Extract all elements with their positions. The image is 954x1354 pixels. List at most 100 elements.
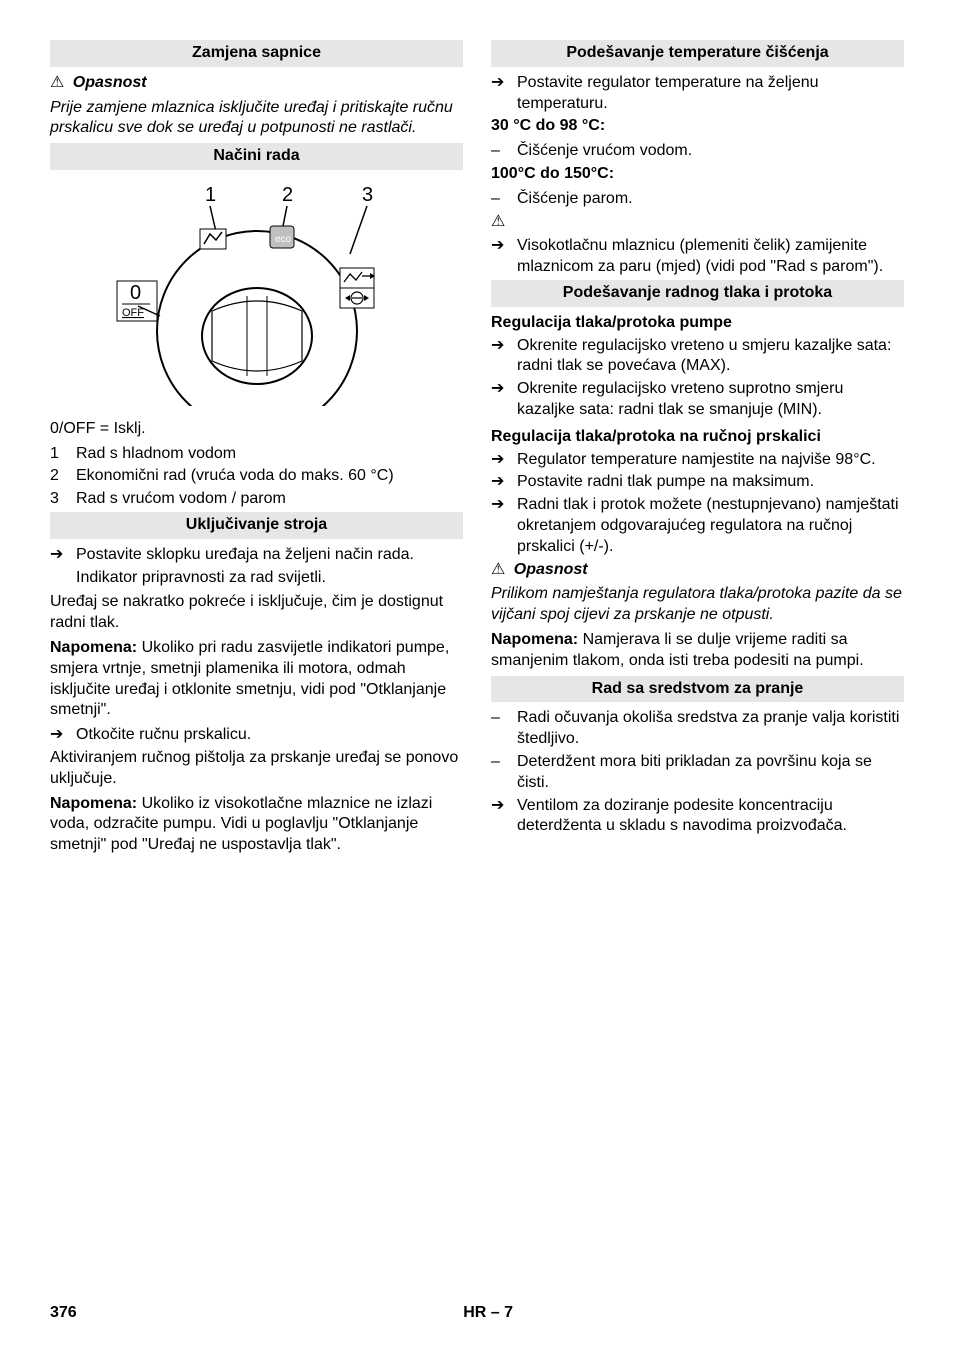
- dash-item: – Radi očuvanja okoliša sredstva za pran…: [491, 708, 904, 750]
- danger-label: Opasnost: [73, 74, 147, 91]
- dash-icon: –: [491, 752, 517, 794]
- arrow-subtext: Indikator pripravnosti za rad svijetli.: [50, 568, 463, 589]
- legend-num: 3: [50, 489, 76, 510]
- left-column: Zamjena sapnice ⚠ Opasnost Prije zamjene…: [50, 40, 463, 860]
- arrow-text: Regulator temperature namjestite na najv…: [517, 450, 904, 471]
- danger-line-2: ⚠ Opasnost: [491, 560, 904, 581]
- arrow-icon: ➔: [50, 725, 76, 746]
- arrow-text: Postavite sklopku uređaja na željeni nač…: [76, 545, 463, 566]
- arrow-list: ➔ Okrenite regulacijsko vreteno u smjeru…: [491, 336, 904, 421]
- dial-label-zero: 0: [130, 282, 141, 304]
- legend-item: 2 Ekonomični rad (vruća voda do maks. 60…: [50, 466, 463, 487]
- paragraph: Uređaj se nakratko pokreće i isključuje,…: [50, 592, 463, 634]
- danger-text-2: Prilikom namještanja regulatora tlaka/pr…: [491, 584, 904, 626]
- arrow-text: Postavite regulator temperature na želje…: [517, 73, 904, 115]
- arrow-text: Postavite radni tlak pumpe na maksimum.: [517, 472, 904, 493]
- dash-text: Čišćenje parom.: [517, 189, 904, 210]
- arrow-list: ➔ Visokotlačnu mlaznicu (plemeniti čelik…: [491, 236, 904, 278]
- arrow-item: ➔ Regulator temperature namjestite na na…: [491, 450, 904, 471]
- legend-list: 1 Rad s hladnom vodom 2 Ekonomični rad (…: [50, 444, 463, 510]
- dash-icon: –: [491, 189, 517, 210]
- arrow-icon: ➔: [491, 472, 517, 493]
- arrow-item: ➔ Otkočite ručnu prskalicu.: [50, 725, 463, 746]
- legend-num: 1: [50, 444, 76, 465]
- dash-item: – Čišćenje parom.: [491, 189, 904, 210]
- legend-num: 2: [50, 466, 76, 487]
- arrow-icon: ➔: [491, 336, 517, 378]
- temp-range-1: 30 °C do 98 °C:: [491, 116, 904, 137]
- arrow-icon: ➔: [491, 73, 517, 115]
- dash-text: Radi očuvanja okoliša sredstva za pranje…: [517, 708, 904, 750]
- arrow-icon: ➔: [491, 450, 517, 471]
- danger-label: Opasnost: [514, 561, 588, 578]
- dash-list: – Čišćenje parom.: [491, 189, 904, 210]
- arrow-list: ➔ Regulator temperature namjestite na na…: [491, 450, 904, 558]
- arrow-item: ➔ Radni tlak i protok možete (nestupnjev…: [491, 495, 904, 557]
- page-footer: 376 HR – 7 .: [50, 1303, 904, 1324]
- mode-dial-diagram: 0 OFF 1 2 eco 3: [50, 176, 463, 413]
- legend-text: Rad s vrućom vodom / parom: [76, 489, 463, 510]
- note-label: Napomena:: [50, 795, 137, 812]
- legend-off: 0/OFF = Isklj.: [50, 419, 463, 440]
- dash-text: Čišćenje vrućom vodom.: [517, 141, 904, 162]
- heading-zamjena-sapnice: Zamjena sapnice: [50, 40, 463, 67]
- legend-text: Ekonomični rad (vruća voda do maks. 60 °…: [76, 466, 463, 487]
- temp-range-2: 100°C do 150°C:: [491, 164, 904, 185]
- note-2: Napomena: Ukoliko iz visokotlačne mlazni…: [50, 794, 463, 856]
- arrow-text: Ventilom za doziranje podesite koncentra…: [517, 796, 904, 838]
- arrow-icon: ➔: [491, 379, 517, 421]
- dial-label-off: OFF: [122, 307, 144, 319]
- warning-icon: ⚠: [491, 212, 505, 233]
- legend-item: 3 Rad s vrućom vodom / parom: [50, 489, 463, 510]
- arrow-icon: ➔: [50, 545, 76, 566]
- arrow-list: ➔ Ventilom za doziranje podesite koncent…: [491, 796, 904, 838]
- heading-podesavanje-temp: Podešavanje temperature čišćenja: [491, 40, 904, 67]
- page-number: 376: [50, 1303, 77, 1324]
- arrow-icon: ➔: [491, 495, 517, 557]
- standalone-warning: ⚠: [491, 212, 904, 233]
- arrow-text: Radni tlak i protok možete (nestupnjevan…: [517, 495, 904, 557]
- dash-list: – Radi očuvanja okoliša sredstva za pran…: [491, 708, 904, 793]
- danger-text-1: Prije zamjene mlaznica isključite uređaj…: [50, 98, 463, 140]
- dial-label-1: 1: [205, 184, 216, 206]
- dash-icon: –: [491, 141, 517, 162]
- warning-icon: ⚠: [491, 560, 505, 581]
- subhead-regulacija-prskalici: Regulacija tlaka/protoka na ručnoj prska…: [491, 427, 904, 448]
- arrow-item: ➔ Okrenite regulacijsko vreteno u smjeru…: [491, 336, 904, 378]
- arrow-item: ➔ Postavite regulator temperature na žel…: [491, 73, 904, 115]
- arrow-item: ➔ Ventilom za doziranje podesite koncent…: [491, 796, 904, 838]
- warning-icon: ⚠: [50, 73, 64, 94]
- note-1: Napomena: Ukoliko pri radu zasvijetle in…: [50, 638, 463, 721]
- heading-podesavanje-tlaka: Podešavanje radnog tlaka i protoka: [491, 280, 904, 307]
- dial-label-3: 3: [362, 184, 373, 206]
- legend-item: 1 Rad s hladnom vodom: [50, 444, 463, 465]
- dash-item: – Čišćenje vrućom vodom.: [491, 141, 904, 162]
- note-label: Napomena:: [491, 631, 578, 648]
- arrow-text: Okrenite regulacijsko vreteno suprotno s…: [517, 379, 904, 421]
- svg-text:eco: eco: [275, 234, 292, 245]
- arrow-item: ➔ Postavite radni tlak pumpe na maksimum…: [491, 472, 904, 493]
- arrow-icon: ➔: [491, 236, 517, 278]
- right-column: Podešavanje temperature čišćenja ➔ Posta…: [491, 40, 904, 860]
- arrow-list: ➔ Postavite regulator temperature na žel…: [491, 73, 904, 115]
- arrow-list: ➔ Postavite sklopku uređaja na željeni n…: [50, 545, 463, 566]
- paragraph: Aktiviranjem ručnog pištolja za prskanje…: [50, 748, 463, 790]
- dash-text: Deterdžent mora biti prikladan za površi…: [517, 752, 904, 794]
- legend-text: Rad s hladnom vodom: [76, 444, 463, 465]
- arrow-item: ➔ Okrenite regulacijsko vreteno suprotno…: [491, 379, 904, 421]
- dash-item: – Deterdžent mora biti prikladan za povr…: [491, 752, 904, 794]
- heading-rad-sredstvom: Rad sa sredstvom za pranje: [491, 676, 904, 703]
- arrow-text: Otkočite ručnu prskalicu.: [76, 725, 463, 746]
- note-3: Napomena: Namjerava li se dulje vrijeme …: [491, 630, 904, 672]
- note-label: Napomena:: [50, 639, 137, 656]
- subhead-regulacija-pumpe: Regulacija tlaka/protoka pumpe: [491, 313, 904, 334]
- heading-ukljucivanje: Uključivanje stroja: [50, 512, 463, 539]
- arrow-text: Okrenite regulacijsko vreteno u smjeru k…: [517, 336, 904, 378]
- dial-label-2: 2: [282, 184, 293, 206]
- arrow-icon: ➔: [491, 796, 517, 838]
- danger-line-1: ⚠ Opasnost: [50, 73, 463, 94]
- dash-icon: –: [491, 708, 517, 750]
- arrow-item: ➔ Postavite sklopku uređaja na željeni n…: [50, 545, 463, 566]
- dash-list: – Čišćenje vrućom vodom.: [491, 141, 904, 162]
- arrow-list: ➔ Otkočite ručnu prskalicu.: [50, 725, 463, 746]
